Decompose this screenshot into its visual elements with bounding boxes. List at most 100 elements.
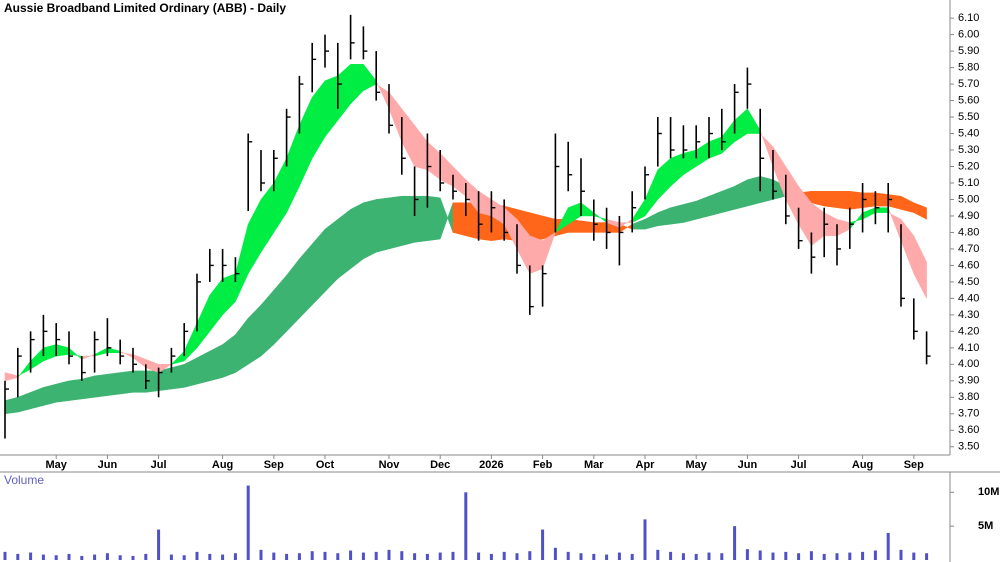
x-tick-label: May [45,459,67,471]
chart-title: Aussie Broadband Limited Ordinary (ABB) … [4,1,286,15]
y-tick-label: 4.90 [958,210,979,222]
volume-bar [54,555,58,560]
volume-bar [246,485,250,560]
band-segment [759,176,774,204]
volume-bar [131,555,135,560]
volume-bar [553,547,557,560]
band-segment [375,197,390,253]
y-tick-label: 5.30 [958,144,979,156]
volume-bar [349,550,353,560]
volume-bar [630,553,634,560]
band-segment [529,235,543,275]
band-segment [68,378,83,401]
volume-bar [233,553,237,560]
volume-bar [272,552,276,560]
band-segment [337,208,351,280]
band-segment [55,380,70,403]
volume-bar [579,553,583,560]
band-segment [414,195,428,243]
volume-bar [374,551,378,560]
band-segment [94,373,108,398]
volume-title: Volume [4,473,44,487]
volume-bar [566,551,570,560]
volume-bar [413,553,417,560]
band-segment [171,364,185,390]
volume-bar [336,553,340,560]
volume-bar [925,553,929,560]
band-segment [683,200,697,223]
y-tick-label: 5.20 [958,160,979,172]
volume-bar [515,553,519,560]
band-segment [747,176,761,207]
volume-bar [387,549,391,560]
volume-bar [681,553,685,560]
volume-bar [809,551,813,560]
band-segment [363,199,377,260]
band-segment [580,220,595,233]
x-tick-label: Mar [584,459,604,471]
y-tick-label: 3.50 [958,441,979,453]
volume-bar [285,553,289,560]
x-tick-label: Oct [316,459,335,471]
y-tick-label: 3.60 [958,424,979,436]
volume-bar [489,553,493,560]
volume-bar [297,553,301,560]
band-segment [132,370,147,393]
y-tick-label: 4.20 [958,325,979,337]
y-tick-label: 5.90 [958,45,979,57]
volume-bar [323,551,327,560]
band-segment [823,190,838,209]
band-segment [119,370,134,395]
y-tick-label: 5.60 [958,94,979,106]
y-tick-label: 4.80 [958,226,979,238]
volume-bar [528,551,532,560]
volume-bar [605,554,609,560]
volume-bar [656,549,660,560]
volume-bar [861,551,865,560]
band-segment [81,375,95,400]
band-segment [350,202,364,270]
y-tick-label: 6.10 [958,12,979,24]
volume-bar [400,551,404,560]
volume-bar [694,553,698,560]
x-tick-label: Aug [852,459,873,471]
volume-bar [822,553,826,560]
x-tick-label: Feb [533,459,553,471]
volume-bar [464,492,468,560]
volume-bar [784,551,788,560]
x-tick-label: 2026 [479,459,503,471]
band-segment [542,231,556,269]
band-segment [145,370,159,393]
x-tick-label: May [685,459,707,471]
y-tick-label: 4.40 [958,292,979,304]
band-segment [670,204,684,225]
band-segment [913,235,927,299]
volume-bar [745,549,749,560]
y-tick-label: 10M [978,486,999,498]
x-tick-label: Aug [212,459,233,471]
x-tick-label: Sep [904,459,924,471]
band-segment [836,190,851,210]
y-tick-label: 4.00 [958,358,979,370]
volume-bar [208,553,212,560]
band-segment [209,344,223,382]
band-segment [452,202,467,237]
band-segment [875,207,889,213]
volume-bar [438,552,442,560]
volume-bar [477,552,481,560]
volume-bar [41,554,45,560]
volume-bar [157,529,161,560]
band-segment [913,202,927,220]
volume-bar [67,553,71,560]
volume-bar [643,519,647,560]
y-tick-label: 4.60 [958,259,979,271]
volume-bar [118,555,122,560]
y-tick-label: 4.30 [958,309,979,321]
volume-bar [221,554,225,560]
volume-bar [899,549,903,560]
band-segment [875,192,889,207]
volume-bar [259,549,263,560]
volume-bar [169,554,173,560]
volume-bar [93,554,97,560]
